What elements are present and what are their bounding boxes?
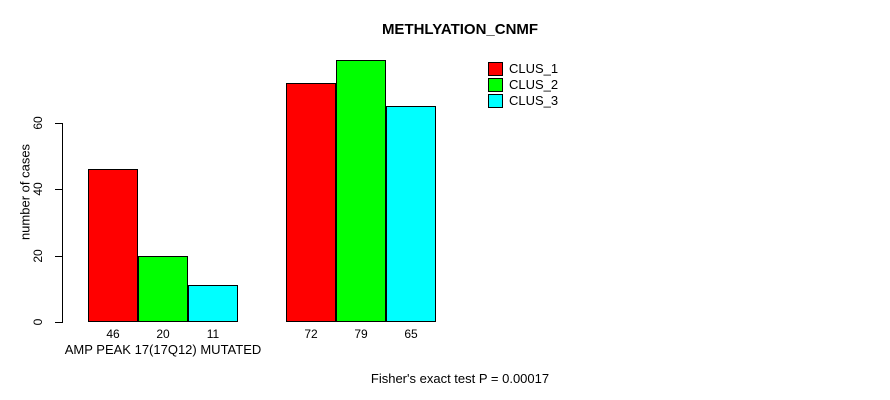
legend-label: CLUS_2 bbox=[509, 77, 559, 92]
bar-value-label: 46 bbox=[106, 327, 120, 341]
y-axis-tick bbox=[55, 123, 62, 124]
bar bbox=[286, 83, 336, 322]
bar-value-label: 11 bbox=[206, 327, 220, 341]
y-axis-tick-label: 40 bbox=[31, 182, 45, 196]
legend-label: CLUS_3 bbox=[509, 93, 559, 108]
bar bbox=[386, 106, 436, 322]
legend-swatch bbox=[488, 62, 503, 76]
y-axis-tick bbox=[55, 256, 62, 257]
bar bbox=[188, 285, 238, 322]
y-axis-line bbox=[62, 123, 63, 323]
y-axis-tick-label: 60 bbox=[31, 116, 45, 130]
y-axis-tick bbox=[55, 189, 62, 190]
y-axis-tick-label: 20 bbox=[31, 249, 45, 263]
legend-item: CLUS_2 bbox=[488, 78, 558, 92]
y-axis-tick-label: 0 bbox=[31, 318, 45, 326]
legend-swatch bbox=[488, 94, 503, 108]
legend-item: CLUS_3 bbox=[488, 94, 558, 108]
bar bbox=[88, 169, 138, 322]
group-label: AMP PEAK 17(17Q12) MUTATED bbox=[64, 342, 262, 357]
bar-value-label: 72 bbox=[304, 327, 318, 341]
bar bbox=[138, 256, 188, 322]
bar-value-label: 20 bbox=[156, 327, 170, 341]
chart-title: METHLYATION_CNMF bbox=[381, 21, 539, 38]
bar-value-label: 79 bbox=[354, 327, 368, 341]
legend-swatch bbox=[488, 78, 503, 92]
y-axis-tick bbox=[55, 322, 62, 323]
annotation-fisher-test: Fisher's exact test P = 0.00017 bbox=[370, 371, 550, 386]
bar bbox=[336, 60, 386, 322]
legend-item: CLUS_1 bbox=[488, 62, 558, 76]
bar-value-label: 65 bbox=[404, 327, 418, 341]
legend: CLUS_1 CLUS_2 CLUS_3 bbox=[488, 62, 558, 108]
legend-label: CLUS_1 bbox=[509, 61, 559, 76]
